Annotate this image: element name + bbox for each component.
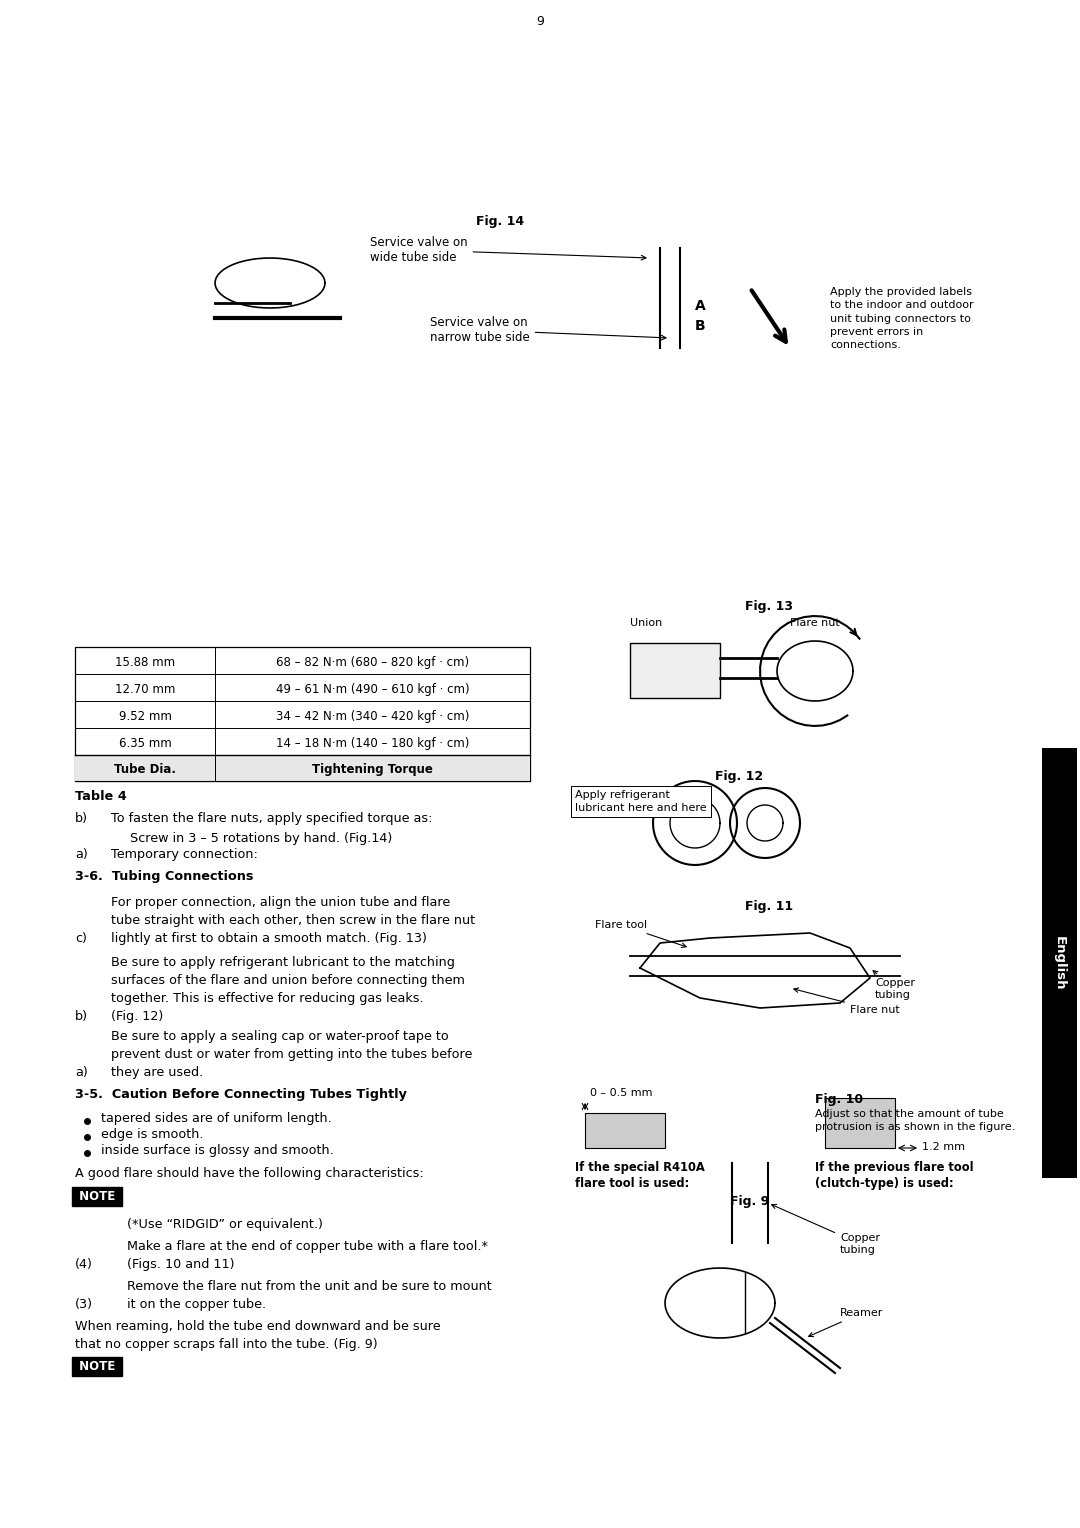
Text: a): a) <box>75 1067 87 1079</box>
Text: NOTE: NOTE <box>75 1190 120 1203</box>
Text: b): b) <box>75 811 87 825</box>
Bar <box>1042 749 1077 1178</box>
Text: For proper connection, align the union tube and flare
tube straight with each ot: For proper connection, align the union t… <box>111 895 475 944</box>
Text: If the previous flare tool
(clutch-type) is used:: If the previous flare tool (clutch-type)… <box>815 1161 974 1190</box>
Text: Table 4: Table 4 <box>75 790 126 804</box>
Text: Screw in 3 – 5 rotations by hand. (Fig.14): Screw in 3 – 5 rotations by hand. (Fig.1… <box>130 833 392 845</box>
Text: 1.2 mm: 1.2 mm <box>922 1141 966 1152</box>
Text: To fasten the flare nuts, apply specified torque as:: To fasten the flare nuts, apply specifie… <box>111 811 432 825</box>
Bar <box>75 646 530 781</box>
Text: a): a) <box>75 848 87 860</box>
Text: (4): (4) <box>75 1258 93 1271</box>
Text: 15.88 mm: 15.88 mm <box>114 656 175 669</box>
Text: inside surface is glossy and smooth.: inside surface is glossy and smooth. <box>102 1144 334 1157</box>
Text: NOTE: NOTE <box>75 1360 120 1374</box>
Text: Fig. 10: Fig. 10 <box>815 1093 863 1106</box>
Text: 34 – 42 N·m (340 – 420 kgf · cm): 34 – 42 N·m (340 – 420 kgf · cm) <box>275 711 469 723</box>
Text: Union: Union <box>630 617 662 628</box>
Text: (3): (3) <box>75 1297 93 1311</box>
Text: c): c) <box>75 932 86 944</box>
Text: Fig. 9: Fig. 9 <box>730 1195 769 1209</box>
Text: Adjust so that the amount of tube
protrusion is as shown in the figure.: Adjust so that the amount of tube protru… <box>815 1109 1015 1132</box>
Bar <box>585 1112 665 1148</box>
Text: Temporary connection:: Temporary connection: <box>111 848 258 860</box>
Text: Service valve on
narrow tube side: Service valve on narrow tube side <box>430 316 666 344</box>
Text: 6.35 mm: 6.35 mm <box>119 736 172 750</box>
Text: 3-6.  Tubing Connections: 3-6. Tubing Connections <box>75 869 254 883</box>
Text: English: English <box>1053 935 1066 990</box>
Text: 0 – 0.5 mm: 0 – 0.5 mm <box>590 1088 652 1099</box>
Text: Fig. 13: Fig. 13 <box>745 601 793 613</box>
Text: A good flare should have the following characteristics:: A good flare should have the following c… <box>75 1167 423 1180</box>
Text: When reaming, hold the tube end downward and be sure
that no copper scraps fall : When reaming, hold the tube end downward… <box>75 1320 441 1351</box>
Text: edge is smooth.: edge is smooth. <box>102 1128 203 1141</box>
Text: 9: 9 <box>536 15 544 28</box>
Text: Be sure to apply refrigerant lubricant to the matching
surfaces of the flare and: Be sure to apply refrigerant lubricant t… <box>111 957 464 1024</box>
Text: B: B <box>696 319 705 333</box>
Text: Flare nut: Flare nut <box>789 617 840 628</box>
Text: Copper
tubing: Copper tubing <box>873 970 915 999</box>
Text: 14 – 18 N·m (140 – 180 kgf · cm): 14 – 18 N·m (140 – 180 kgf · cm) <box>275 736 469 750</box>
Bar <box>630 643 720 698</box>
Text: Flare nut: Flare nut <box>794 989 900 1015</box>
Text: If the special R410A
flare tool is used:: If the special R410A flare tool is used: <box>575 1161 705 1190</box>
Text: (*Use “RIDGID” or equivalent.): (*Use “RIDGID” or equivalent.) <box>127 1218 323 1232</box>
Text: Apply the provided labels
to the indoor and outdoor
unit tubing connectors to
pr: Apply the provided labels to the indoor … <box>831 287 974 350</box>
Text: Apply refrigerant
lubricant here and here: Apply refrigerant lubricant here and her… <box>575 790 706 813</box>
Text: Tube Dia.: Tube Dia. <box>114 762 176 776</box>
Text: Fig. 11: Fig. 11 <box>745 900 793 914</box>
Text: Remove the flare nut from the unit and be sure to mount
it on the copper tube.: Remove the flare nut from the unit and b… <box>127 1280 491 1311</box>
Bar <box>825 1099 895 1148</box>
Text: 12.70 mm: 12.70 mm <box>114 683 175 695</box>
Text: A: A <box>696 299 705 313</box>
Text: Fig. 14: Fig. 14 <box>476 215 524 228</box>
Text: Flare tool: Flare tool <box>595 920 686 947</box>
Text: Reamer: Reamer <box>809 1308 883 1337</box>
Text: Service valve on
wide tube side: Service valve on wide tube side <box>370 235 646 264</box>
Text: tapered sides are of uniform length.: tapered sides are of uniform length. <box>102 1112 332 1125</box>
Text: Fig. 12: Fig. 12 <box>715 770 764 782</box>
Text: 68 – 82 N·m (680 – 820 kgf · cm): 68 – 82 N·m (680 – 820 kgf · cm) <box>275 656 469 669</box>
Bar <box>75 755 530 781</box>
Text: 49 – 61 N·m (490 – 610 kgf · cm): 49 – 61 N·m (490 – 610 kgf · cm) <box>275 683 470 695</box>
Text: 3-5.  Caution Before Connecting Tubes Tightly: 3-5. Caution Before Connecting Tubes Tig… <box>75 1088 407 1102</box>
Text: b): b) <box>75 1010 87 1024</box>
Text: Copper
tubing: Copper tubing <box>772 1204 880 1254</box>
Text: 9.52 mm: 9.52 mm <box>119 711 172 723</box>
Text: Be sure to apply a sealing cap or water-proof tape to
prevent dust or water from: Be sure to apply a sealing cap or water-… <box>111 1030 472 1079</box>
Text: Tightening Torque: Tightening Torque <box>312 762 433 776</box>
Text: Make a flare at the end of copper tube with a flare tool.*
(Figs. 10 and 11): Make a flare at the end of copper tube w… <box>127 1241 488 1271</box>
